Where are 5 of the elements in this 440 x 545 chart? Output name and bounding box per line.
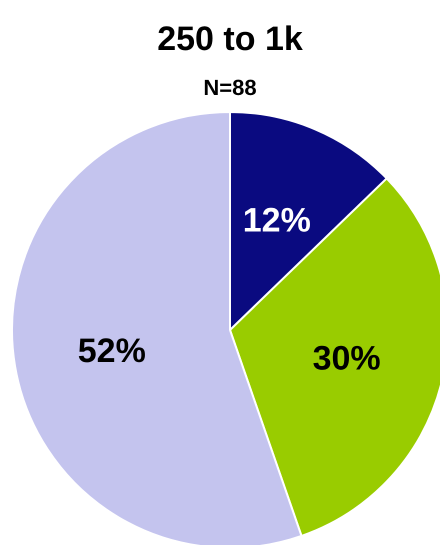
data-label: 30% <box>312 340 381 378</box>
data-label: 52% <box>78 332 146 370</box>
data-label: 12% <box>242 202 311 240</box>
chart-subtitle: N=88 <box>203 75 257 100</box>
chart-title: 250 to 1k <box>157 20 303 58</box>
